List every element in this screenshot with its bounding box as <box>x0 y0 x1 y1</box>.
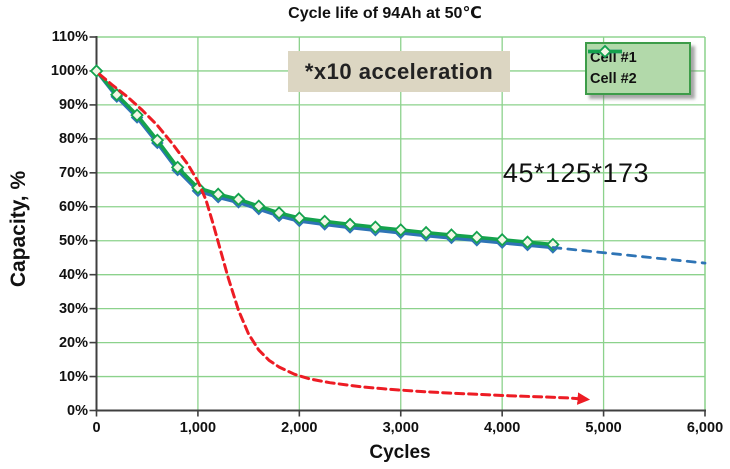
y-tick-label: 90% <box>58 96 88 113</box>
y-tick-label: 80% <box>58 130 88 147</box>
series-x10-accelerated-curve <box>98 72 591 405</box>
y-tick-label: 100% <box>50 62 88 79</box>
x-tick-label: 0 <box>92 420 101 436</box>
y-tick-label: 20% <box>58 334 88 351</box>
series-cell-2 <box>89 64 560 252</box>
cell2-line-marker-icon <box>588 44 622 59</box>
y-tick-label: 40% <box>58 266 88 283</box>
annotation-acceleration: *x10 acceleration <box>288 51 510 92</box>
x-tick-label: 5,000 <box>585 420 622 436</box>
legend-item-cell2: Cell #2 <box>588 44 686 87</box>
series-cell-1-projection <box>551 246 707 265</box>
x-tick-label: 4,000 <box>484 420 521 436</box>
y-tick-label: 70% <box>58 164 88 181</box>
x-tick-label: 2,000 <box>281 420 318 436</box>
y-tick-label: 10% <box>58 368 88 385</box>
x-axis-title: Cycles <box>369 442 431 463</box>
y-tick-label: 0% <box>67 402 88 419</box>
y-tick-label: 60% <box>58 198 88 215</box>
axes <box>89 36 706 417</box>
x-tick-label: 3,000 <box>382 420 419 436</box>
annotation-cell-dimensions: 45*125*173 <box>502 158 650 188</box>
legend-label-cell2: Cell #2 <box>590 70 637 87</box>
legend: Cell #1 Cell #2 <box>585 42 691 95</box>
x-tick-label: 1,000 <box>179 420 217 436</box>
chart-title: Cycle life of 94Ah at 50℃ <box>288 5 482 22</box>
x-tick-label: 6,000 <box>686 420 724 436</box>
y-tick-label: 110% <box>51 29 88 45</box>
y-tick-label: 50% <box>58 232 88 249</box>
y-tick-label: 30% <box>58 300 88 317</box>
